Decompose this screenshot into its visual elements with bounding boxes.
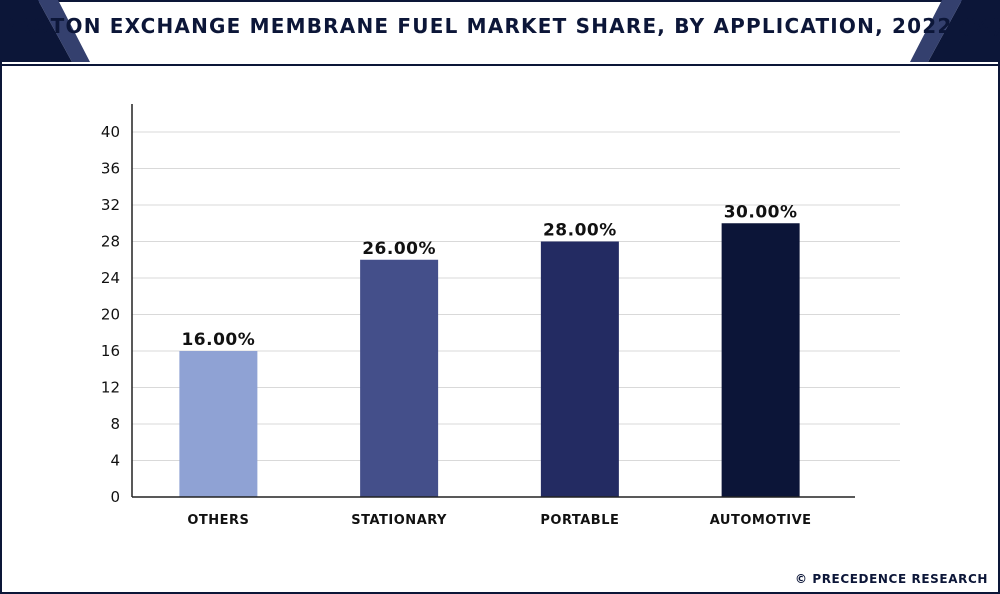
axis-layer <box>131 104 855 498</box>
bar-automotive <box>721 223 800 497</box>
x-tick-label: AUTOMOTIVE <box>710 513 812 528</box>
y-tick-label: 24 <box>101 269 120 287</box>
x-tick-label: OTHERS <box>187 513 249 528</box>
data-label: 30.00% <box>724 202 798 222</box>
bar-stationary <box>360 259 439 497</box>
x-tick-label: PORTABLE <box>540 513 619 528</box>
y-tick-label: 0 <box>110 488 120 506</box>
bar-others <box>179 351 258 497</box>
left-corner-decoration <box>0 0 90 62</box>
y-tick-label: 4 <box>110 452 120 470</box>
y-tick-label: 8 <box>110 415 120 433</box>
y-tick-label: 32 <box>101 196 120 214</box>
title-banner <box>2 2 998 66</box>
bar-layer <box>179 223 800 497</box>
y-tick-label: 40 <box>101 123 120 141</box>
data-label: 26.00% <box>362 239 436 259</box>
y-tick-label: 20 <box>101 306 120 324</box>
copyright-watermark: © PRECEDENCE RESEARCH <box>794 572 988 586</box>
x-tick-label: STATIONARY <box>351 513 447 528</box>
y-tick-label: 12 <box>101 379 120 397</box>
data-label: 28.00% <box>543 221 617 241</box>
y-tick-label: 28 <box>101 233 120 251</box>
label-layer: 0 4 8 12 16 20 24 28 32 36 40 16.00% OTHERS 26.00% STA… <box>101 123 812 528</box>
y-tick-label: 16 <box>101 342 120 360</box>
data-label: 16.00% <box>181 330 255 350</box>
y-tick-label: 36 <box>101 160 120 178</box>
right-corner-decoration <box>910 0 1000 62</box>
chart-title: PROTON EXCHANGE MEMBRANE FUEL MARKET SHA… <box>0 14 1000 38</box>
bar-portable <box>540 241 619 497</box>
